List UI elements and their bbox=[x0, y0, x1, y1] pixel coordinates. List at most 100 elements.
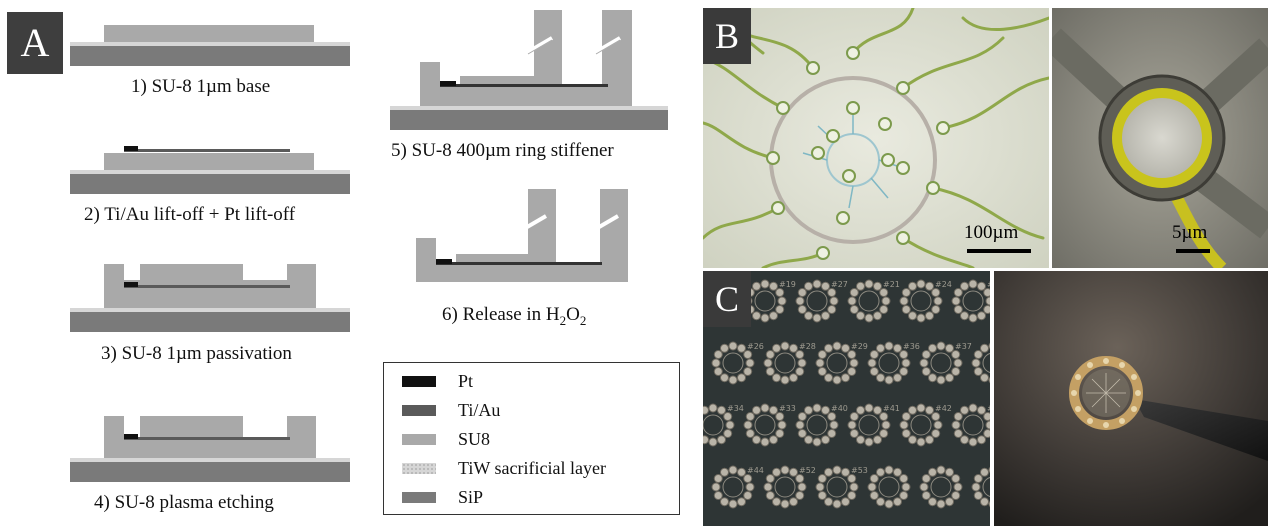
photo-wafer-array: #18#19#27#21#24#25#26#28#29#36#37#35#34#… bbox=[703, 271, 990, 526]
wafer-pad bbox=[931, 288, 941, 297]
wafer-pad bbox=[841, 343, 850, 353]
device-mesh bbox=[1086, 373, 1126, 413]
wafer-pad bbox=[884, 465, 894, 475]
wafer-device: #41 bbox=[847, 403, 900, 447]
wafer-pad bbox=[973, 474, 983, 483]
wafer-pad bbox=[847, 420, 857, 430]
wafer-pad bbox=[708, 403, 718, 413]
wafer-pad bbox=[804, 281, 813, 291]
wafer-pad bbox=[985, 420, 990, 430]
wafer-pad bbox=[795, 367, 805, 376]
wafer-pad bbox=[873, 405, 882, 415]
step1-su8-base bbox=[104, 25, 314, 42]
wafer-pad bbox=[951, 420, 961, 430]
wafer-pad bbox=[960, 435, 969, 445]
wafer-device bbox=[867, 465, 911, 509]
wafer-pad bbox=[760, 279, 770, 289]
wafer-pad bbox=[980, 497, 989, 507]
wafer-pad bbox=[980, 467, 989, 477]
wafer-pad bbox=[752, 311, 761, 321]
wafer-pad bbox=[821, 281, 830, 291]
wafer-pad bbox=[980, 373, 989, 383]
wafer-pad bbox=[780, 341, 790, 351]
wafer-device: #43 bbox=[951, 403, 990, 447]
wafer-device-center bbox=[962, 414, 984, 436]
wafer-pad bbox=[945, 497, 954, 507]
wafer-pad bbox=[983, 288, 990, 297]
wafer-device: #29 bbox=[815, 341, 868, 385]
wafer-pad bbox=[795, 420, 805, 430]
legend-item-tiw: TiW sacrificial layer bbox=[402, 458, 606, 478]
wafer-pad bbox=[720, 343, 729, 353]
wafer-pad bbox=[973, 491, 983, 500]
step-3-caption: 3) SU-8 1µm passivation bbox=[101, 343, 292, 364]
wafer-device: #36 bbox=[867, 341, 920, 385]
su8-swatch bbox=[402, 433, 436, 445]
wafer-pad bbox=[985, 296, 990, 306]
wafer-pad bbox=[879, 429, 889, 438]
wafer-pad bbox=[988, 466, 990, 474]
wafer-pad bbox=[841, 467, 850, 477]
wafer-device-label: #41 bbox=[883, 404, 900, 413]
wafer-pad bbox=[760, 437, 770, 447]
wafer-pad bbox=[789, 373, 798, 383]
tweezers-drawing bbox=[994, 271, 1268, 526]
wafer-pad bbox=[832, 375, 842, 385]
wafer-pad bbox=[925, 281, 934, 291]
step2-pt-pad bbox=[124, 146, 138, 151]
wafer-device-center bbox=[858, 290, 880, 312]
wafer-pad bbox=[893, 373, 902, 383]
wafer-pad bbox=[797, 482, 807, 492]
wafer-pad bbox=[901, 305, 911, 314]
wafer-pad bbox=[797, 429, 807, 438]
wafer-pad bbox=[973, 367, 983, 376]
legend-item-pt: Pt bbox=[402, 371, 473, 391]
wafer-device: #26 bbox=[711, 341, 764, 385]
wafer-pad bbox=[953, 482, 963, 492]
step-1-caption: 1) SU-8 1µm base bbox=[131, 76, 271, 97]
wafer-pad bbox=[983, 412, 990, 421]
wafer-pad bbox=[713, 350, 723, 359]
wafer-pad bbox=[953, 358, 963, 368]
wafer-pad bbox=[925, 435, 934, 445]
wafer-pad bbox=[849, 482, 859, 492]
wafer-pad bbox=[928, 467, 937, 477]
wafer-pad bbox=[953, 305, 963, 314]
step6-su8-released bbox=[416, 189, 628, 282]
wafer-pad bbox=[797, 412, 807, 421]
wafer-pad bbox=[849, 288, 859, 297]
wafer-pad bbox=[960, 281, 969, 291]
wafer-pad bbox=[951, 491, 961, 500]
wafer-pad bbox=[856, 311, 865, 321]
wafer-device-center bbox=[703, 414, 724, 436]
wafer-pad bbox=[812, 313, 822, 323]
wafer-pad bbox=[725, 420, 735, 430]
wafer-pad bbox=[873, 281, 882, 291]
wafer-pad bbox=[884, 499, 894, 509]
wafer-device-label: #36 bbox=[903, 342, 920, 351]
wafer-pad bbox=[824, 373, 833, 383]
wafer-pad bbox=[847, 367, 857, 376]
wafer-pad bbox=[780, 375, 790, 385]
wafer-pad bbox=[720, 467, 729, 477]
wafer-pad bbox=[869, 367, 879, 376]
wafer-device-label: #43 bbox=[987, 404, 990, 413]
wafer-pad bbox=[983, 305, 990, 314]
wafer-device-label: #53 bbox=[851, 466, 868, 475]
wafer-pad bbox=[899, 350, 909, 359]
wafer-pad bbox=[884, 375, 894, 385]
wafer-device-center bbox=[722, 352, 744, 374]
wafer-pad bbox=[953, 288, 963, 297]
wafer-pad bbox=[951, 367, 961, 376]
wafer-pad bbox=[968, 313, 978, 323]
wafer-pad bbox=[775, 412, 785, 421]
wafer-pad bbox=[723, 412, 733, 421]
step-6-diagram bbox=[416, 189, 628, 282]
wafer-pad bbox=[864, 437, 874, 447]
wafer-pad bbox=[829, 296, 839, 306]
wafer-pad bbox=[745, 412, 755, 421]
wafer-device: #52 bbox=[763, 465, 816, 509]
wafer-device: #24 bbox=[899, 279, 952, 323]
panel-a-label: A bbox=[7, 12, 63, 74]
wafer-pad bbox=[936, 465, 946, 475]
